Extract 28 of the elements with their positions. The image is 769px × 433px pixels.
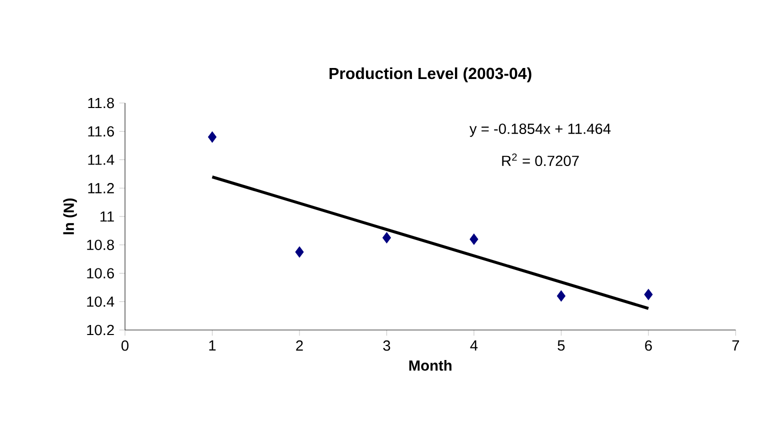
y-tick-label: 11 <box>100 211 114 222</box>
x-tick-label: 6 <box>645 340 652 351</box>
y-axis-title: ln (N) <box>63 198 77 234</box>
x-tick-label: 7 <box>732 340 740 350</box>
x-tick-label: 3 <box>383 340 390 351</box>
y-tick-label: 11.8 <box>88 98 114 108</box>
y-tick-label: 10.8 <box>87 240 114 250</box>
y-tick-label: 10.2 <box>87 324 114 336</box>
point <box>556 290 566 302</box>
point <box>382 232 391 244</box>
y-tick-label: 11.4 <box>88 154 114 165</box>
x-tick-label: 2 <box>296 340 303 351</box>
y-tick-label: 10.6 <box>87 268 114 278</box>
annotation: y = -0.1854x + 11.464 <box>469 124 611 137</box>
x-tick-label: 0 <box>121 340 128 351</box>
chart-title: Production Level (2003-04) <box>330 67 532 82</box>
point <box>208 131 217 143</box>
x-axis-title: Month <box>409 360 452 371</box>
point <box>470 234 478 245</box>
point <box>295 246 304 258</box>
x-tick-label: 4 <box>470 340 478 350</box>
y-tick-label: 11.6 <box>88 126 114 137</box>
x-tick-label: 1 <box>209 340 216 350</box>
y-tick-label: 10.4 <box>87 296 114 307</box>
y-tick-label: 11.2 <box>88 183 114 194</box>
annotation: R$^{2}$ = 0.7207 <box>502 153 579 166</box>
point <box>644 288 653 300</box>
x-tick-label: 5 <box>558 340 565 351</box>
